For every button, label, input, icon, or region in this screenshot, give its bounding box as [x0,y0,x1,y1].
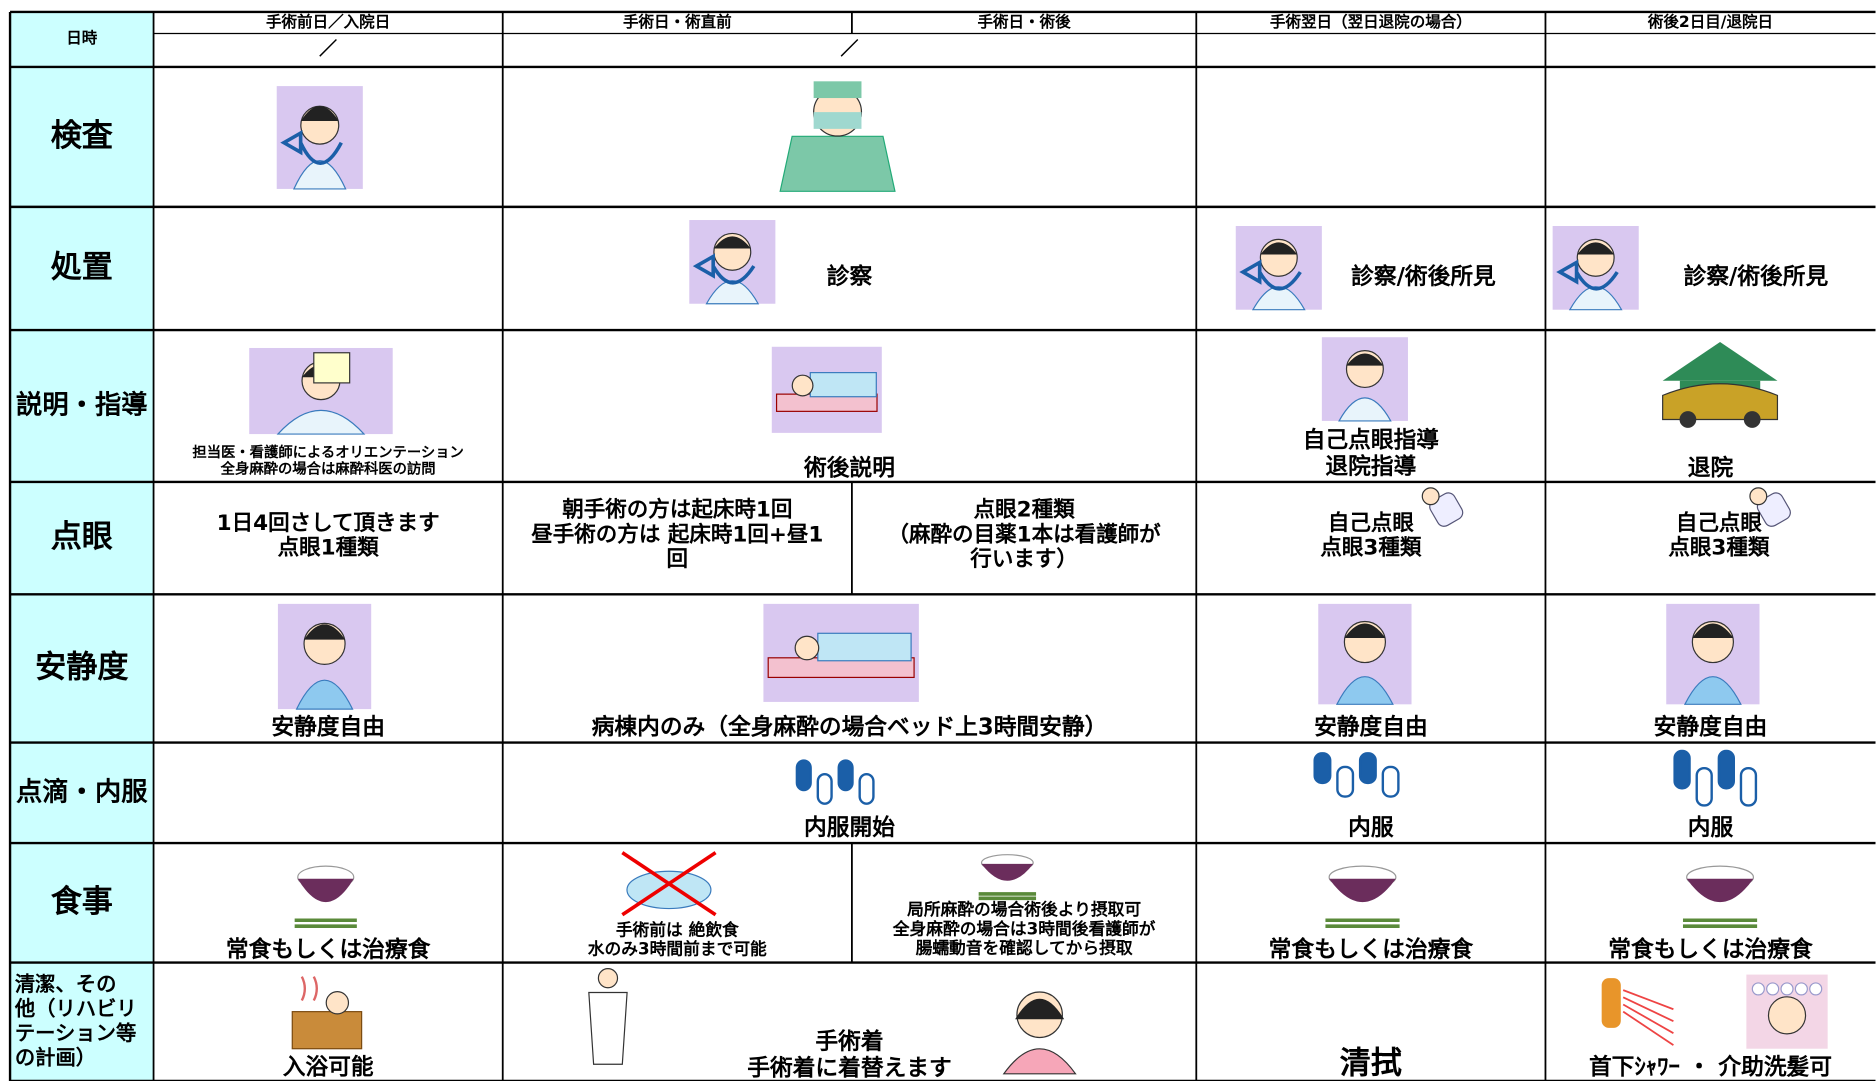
cell-text: 安静度自由 [1654,714,1768,741]
icon [689,220,776,305]
cell-text: 診察/術後所見 [1351,263,1496,290]
cell-text: 点眼3種類 [1320,535,1422,561]
icon [1746,974,1828,1049]
icon [294,865,357,928]
row-label: の計画） [15,1045,96,1069]
cell-text: 病棟内のみ（全身麻酔の場合ベッド上3時間安静） [592,714,1108,741]
icon [763,603,919,702]
header-label: 日時 [66,28,98,47]
row-label: 点滴・内服 [16,776,148,807]
cell-text: 自己点眼 [1676,510,1763,536]
cell-text: 点眼3種類 [1668,535,1770,561]
icon [1662,341,1779,428]
icon [277,603,372,710]
icon [291,976,363,1050]
cell-text: 回 [667,547,689,572]
row-label: 検査 [51,118,113,154]
cell-text: 安静度自由 [271,714,385,741]
cell-text: 内服開始 [804,814,895,841]
cell-text: 常食もしくは治療食 [1608,936,1813,963]
cell-text: 自己点眼指導 [1303,427,1440,454]
row-label: テーション等 [15,1021,136,1045]
column-header: 手術日・術直前 [623,12,732,31]
cell-text: 昼手術の方は 起床時1回+昼1 [531,521,823,547]
cell-text: 自己点眼 [1328,510,1415,536]
icon [1235,226,1322,311]
cell-text: 点眼1種類 [278,535,380,561]
icon [1313,752,1400,798]
row-label: 清潔、その [15,972,117,996]
column-header: 術後2日目/退院日 [1647,12,1773,31]
cell-text: 腸蠕動音を確認してから摂取 [916,938,1133,958]
icon [1673,749,1758,807]
date-cell: ／ [319,39,337,60]
icon [795,759,875,805]
row-label: 点眼 [51,519,113,555]
icon [1552,226,1639,311]
cell-text: 水のみ3時間前まで可能 [588,939,767,959]
cell-text: 首下ｼｬﾜｰ ・ 介助洗髪可 [1589,1053,1832,1080]
row-label: 他（リハビリ [14,997,137,1021]
cell-text: 診察 [827,263,873,290]
cell-text: 常食もしくは治療食 [1269,936,1474,963]
icon [249,347,393,435]
cell-text: 1日4回さして頂きます [217,511,440,536]
icon [771,346,882,433]
icon [1002,991,1077,1075]
column-header: 手術日・術後 [977,12,1071,31]
icon [276,86,363,190]
icon [588,967,628,1065]
icon [1321,337,1408,422]
cell-text: 担当医・看護師によるオリエンテーション [192,443,464,461]
icon [1421,487,1464,527]
cell-text: 退院指導 [1325,453,1416,480]
icon [978,854,1037,901]
icon [1666,603,1760,705]
cell-text: 行います） [969,546,1078,572]
row-label: 食事 [51,884,113,920]
cell-text: 朝手術の方は起床時1回 [562,497,792,523]
cell-text: 手術着 [815,1028,883,1055]
cell-text: 局所麻酔の場合術後より摂取可 [906,899,1141,919]
cell-text: 手術前は 絶飲食 [616,919,739,939]
row-label: 説明・指導 [16,389,147,420]
cell-text: 全身麻酔の場合は3時間後看護師が [892,918,1156,938]
icon [621,851,717,917]
cell-text: 診察/術後所見 [1684,263,1829,290]
icon [1318,603,1412,705]
cell-text: 常食もしくは治療食 [226,936,431,963]
cell-text: 内服 [1688,815,1734,841]
row-label: 処置 [51,249,113,285]
icon [1325,865,1400,928]
cell-text: （麻酔の目薬1本は看護師が [888,521,1162,547]
icon [779,81,896,192]
icon [1682,865,1758,928]
cell-text: 内服 [1348,815,1394,841]
cell-text: 退院 [1688,454,1734,481]
cell-text: 術後説明 [803,454,895,481]
column-header: 手術翌日（翌日退院の場合） [1270,12,1472,31]
cell-text: 安静度自由 [1314,714,1428,741]
cell-text: 入浴可能 [283,1053,374,1080]
date-cell: ／ [841,39,859,60]
cell-text: 全身麻酔の場合は麻酔科医の訪問 [220,460,436,478]
cell-text: 点眼2種類 [974,497,1076,523]
label-column [10,11,154,1081]
icon [1601,978,1674,1046]
icon [1749,487,1791,527]
cell-text: 手術着に着替えます [747,1054,951,1081]
cell-text: 清拭 [1340,1045,1402,1081]
row-label: 安静度 [35,649,129,685]
column-header: 手術前日／入院日 [266,12,390,31]
